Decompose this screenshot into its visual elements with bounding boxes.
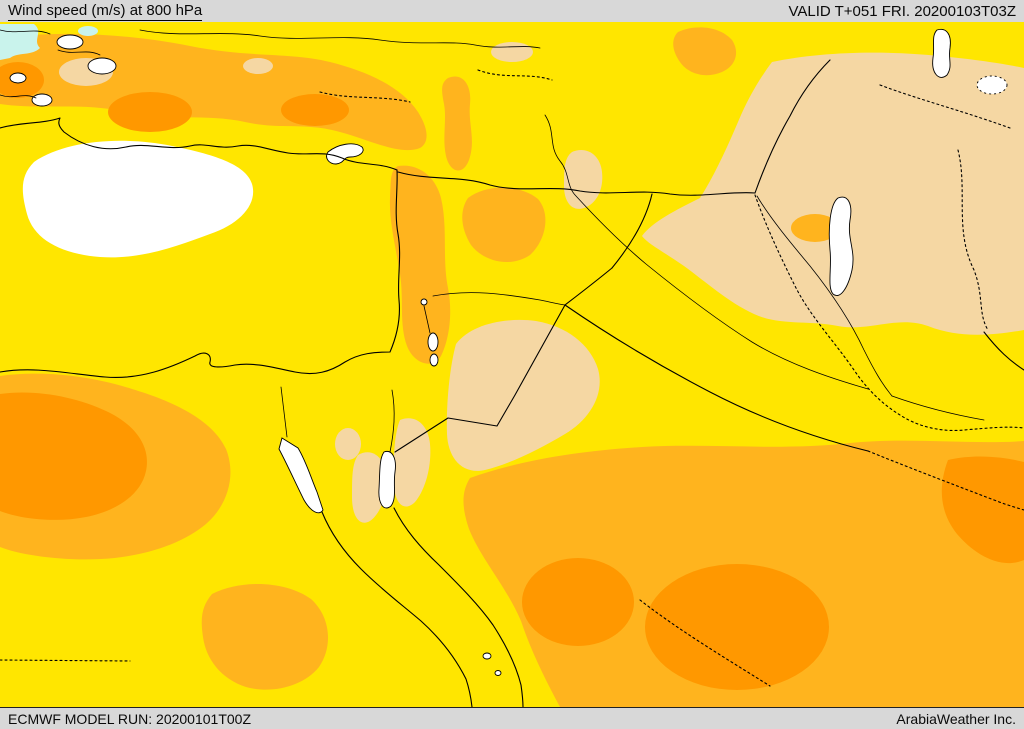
turkey-iran-border bbox=[754, 59, 831, 194]
rivers bbox=[423, 114, 985, 421]
egypt-sudan-border-dotted bbox=[0, 659, 131, 662]
red-sea-island bbox=[482, 652, 492, 660]
turkey-syria-border bbox=[397, 171, 756, 196]
persian-gulf-coast bbox=[983, 331, 1024, 371]
turkey-south-coast bbox=[0, 117, 398, 171]
mediterranean-coast bbox=[0, 169, 401, 379]
iraq-saudi-border bbox=[564, 304, 869, 452]
turkey-calm-white-region bbox=[22, 140, 254, 258]
jordan-river bbox=[423, 305, 431, 334]
red-sea-east-shore bbox=[393, 507, 524, 707]
east-peach-region bbox=[642, 52, 1024, 335]
valid-time-label: VALID T+051 FRI. 20200103T03Z bbox=[788, 2, 1017, 20]
country-borders bbox=[0, 59, 1024, 687]
brand-label: ArabiaWeather Inc. bbox=[896, 710, 1016, 727]
suez-canal bbox=[280, 386, 288, 438]
water-bodies bbox=[0, 24, 1008, 676]
syria-iraq-border bbox=[611, 193, 653, 269]
egypt-deep-orange-core bbox=[0, 392, 147, 520]
red-sea-west-shore bbox=[321, 511, 473, 707]
header-bar: Wind speed (m/s) at 800 hPa VALID T+051 … bbox=[0, 0, 1024, 22]
jordan-iraq-border bbox=[564, 267, 613, 306]
sea-of-galilee bbox=[420, 298, 428, 306]
weather-map bbox=[0, 22, 1024, 707]
map-title: Wind speed (m/s) at 800 hPa bbox=[8, 1, 203, 21]
cyprus-island bbox=[326, 143, 364, 165]
dead-sea bbox=[427, 332, 439, 352]
euphrates-river bbox=[544, 114, 869, 390]
salt-lake bbox=[976, 75, 1008, 95]
deep-orange-core-west bbox=[108, 92, 192, 132]
model-run-label: ECMWF MODEL RUN: 20200101T00Z bbox=[8, 710, 251, 727]
gulf-of-suez bbox=[278, 437, 324, 514]
coastlines bbox=[0, 29, 1024, 707]
levant-orange-band bbox=[389, 165, 451, 364]
aegean-coast-detail bbox=[0, 29, 101, 99]
arabia-deep-orange-core bbox=[645, 564, 829, 690]
wind-speed-shading bbox=[0, 22, 1024, 707]
map-svg bbox=[0, 22, 1024, 707]
tigris-river bbox=[756, 195, 893, 397]
deep-orange-core-central bbox=[281, 94, 349, 126]
jordan-saudi-border bbox=[394, 304, 566, 453]
lake-tharthar bbox=[828, 196, 854, 296]
iran-iraq-border-dotted bbox=[754, 194, 1024, 431]
lake-urmia bbox=[932, 28, 951, 78]
gulf-of-aqaba bbox=[378, 450, 396, 509]
aegean-sea bbox=[0, 24, 40, 60]
black-sea-coast bbox=[139, 29, 541, 49]
footer-bar: ECMWF MODEL RUN: 20200101T00Z ArabiaWeat… bbox=[0, 707, 1024, 729]
syria-jordan-border bbox=[432, 292, 566, 306]
jordan-peach-region bbox=[446, 319, 600, 471]
israel-egypt-border bbox=[389, 389, 395, 453]
